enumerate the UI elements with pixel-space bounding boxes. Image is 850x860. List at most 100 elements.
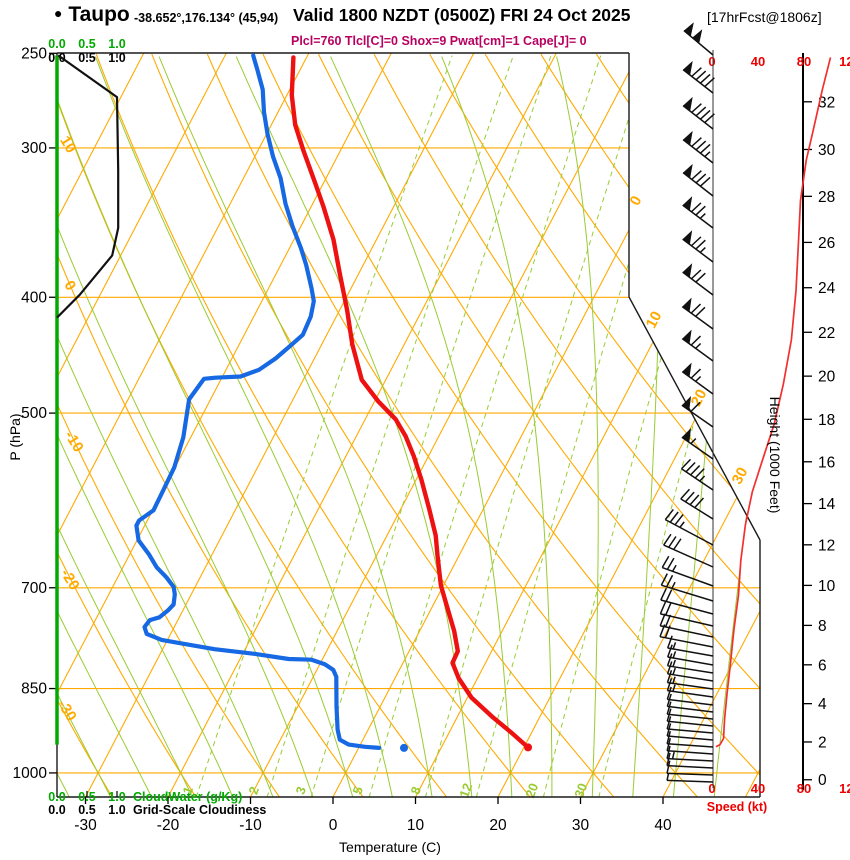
wind-barb xyxy=(666,701,714,720)
barb-feather xyxy=(704,113,715,124)
isotherm-line xyxy=(332,53,722,797)
barb-feather xyxy=(690,401,701,413)
wind-barb xyxy=(666,670,714,690)
barb-pennant xyxy=(683,163,693,179)
mixing-ratio-label: 8 xyxy=(407,784,424,796)
height-tick-label: 24 xyxy=(818,280,836,297)
barb-staff xyxy=(660,613,714,627)
barb-feather xyxy=(666,686,672,700)
wind-barb xyxy=(666,653,714,674)
isotherm-label: 10 xyxy=(643,309,666,332)
wind-barbs-column xyxy=(659,22,715,783)
wind-barb xyxy=(682,263,714,296)
barb-staff xyxy=(681,404,714,428)
barb-feather xyxy=(685,461,696,473)
barb-feather xyxy=(666,653,673,667)
barb-feather xyxy=(664,508,674,521)
height-tick-label: 2 xyxy=(818,734,827,751)
cloudwater-scale-top: 1.0 xyxy=(108,37,125,51)
wind-barb xyxy=(683,22,714,56)
barb-feather xyxy=(666,670,673,683)
moist-adiabat-line xyxy=(158,56,434,797)
barb-staff xyxy=(667,750,714,755)
height-tick-label: 4 xyxy=(818,696,827,713)
barb-staff xyxy=(681,468,714,491)
wind-barb xyxy=(681,297,714,330)
temperature-axis-label: Temperature (C) xyxy=(339,839,441,855)
barb-pennant xyxy=(683,96,693,112)
pressure-tick-label: 250 xyxy=(21,45,47,62)
barb-feather xyxy=(664,625,671,639)
wind-barb xyxy=(659,613,714,638)
barb-feather xyxy=(695,106,707,117)
barb-feather xyxy=(690,202,702,213)
height-tick-label: 18 xyxy=(818,412,835,429)
moist-adiabat-line xyxy=(556,56,599,797)
dry-adiabat-line xyxy=(57,53,448,797)
moist-adiabat-line xyxy=(441,56,553,797)
barb-feather xyxy=(666,661,673,675)
mixing-ratio-label: 1 xyxy=(179,784,196,796)
barb-half-feather xyxy=(671,751,675,760)
barb-feather xyxy=(666,745,671,759)
pressure-tick-label: 1000 xyxy=(13,765,48,782)
barb-staff xyxy=(667,757,714,762)
height-tick-label: 28 xyxy=(818,189,835,206)
wind-barb xyxy=(680,458,714,491)
barb-feather xyxy=(669,511,679,523)
dewpoint-profile-line xyxy=(134,53,382,750)
barb-feather xyxy=(694,497,705,509)
temperature-tick-label: 20 xyxy=(489,817,507,834)
mixing-ratio-label: 30 xyxy=(571,781,590,800)
pressure-tick-label: 400 xyxy=(21,289,47,306)
barb-feather xyxy=(660,573,668,586)
wind-barb xyxy=(682,130,714,164)
barb-feather xyxy=(690,236,702,247)
speed-tick-label-top: 120 xyxy=(839,54,850,69)
barb-pennant xyxy=(692,29,703,44)
barb-staff xyxy=(660,599,714,615)
barb-staff xyxy=(667,647,714,657)
dry-adiabat-line xyxy=(57,53,197,797)
speed-tick-label-bottom: 80 xyxy=(797,781,811,796)
barb-feather xyxy=(691,103,702,113)
barb-staff xyxy=(681,436,714,460)
dry-adiabat-line xyxy=(429,53,760,797)
mixing-ratio-label: 2 xyxy=(245,784,262,796)
temperature-tick-label: -30 xyxy=(74,817,97,834)
barb-feather xyxy=(690,368,702,379)
cloudwater-axis-label: CloudWater (g/Kg) xyxy=(133,790,242,804)
mixing-ratio-line xyxy=(266,55,514,797)
dry-adiabat-line xyxy=(57,53,281,797)
bullet-icon: ● xyxy=(54,5,63,21)
cloudiness-scale-bottom: 1.0 xyxy=(108,803,125,817)
barb-feather xyxy=(695,140,707,151)
pressure-axis-label: P (hPa) xyxy=(7,413,23,460)
barb-feather xyxy=(690,303,702,314)
moist-adiabat-line xyxy=(330,56,513,797)
barb-pennant xyxy=(683,22,694,37)
barb-feather xyxy=(666,737,671,751)
barb-pennant xyxy=(682,263,693,278)
height-tick-label: 30 xyxy=(818,142,836,159)
barb-staff xyxy=(681,306,714,330)
wind-barb xyxy=(661,555,714,587)
barb-staff xyxy=(682,271,714,296)
mixing-ratio-label: 20 xyxy=(522,781,541,800)
wind-barb xyxy=(682,196,714,229)
isotherm-line xyxy=(167,53,557,797)
isotherm-line xyxy=(497,53,760,797)
wind-barb xyxy=(682,96,715,130)
barb-half-feather xyxy=(671,581,676,589)
barb-feather xyxy=(704,77,715,88)
moist-adiabat-line xyxy=(235,56,474,797)
speed-tick-label-top: 0 xyxy=(708,54,715,69)
isotherm-line xyxy=(57,53,310,797)
wind-barb xyxy=(681,396,714,428)
barb-feather xyxy=(695,239,706,250)
mixing-ratio-line xyxy=(424,55,650,797)
wind-barb xyxy=(666,760,714,776)
wind-barb xyxy=(666,737,714,755)
mixing-ratio-line xyxy=(542,55,749,797)
